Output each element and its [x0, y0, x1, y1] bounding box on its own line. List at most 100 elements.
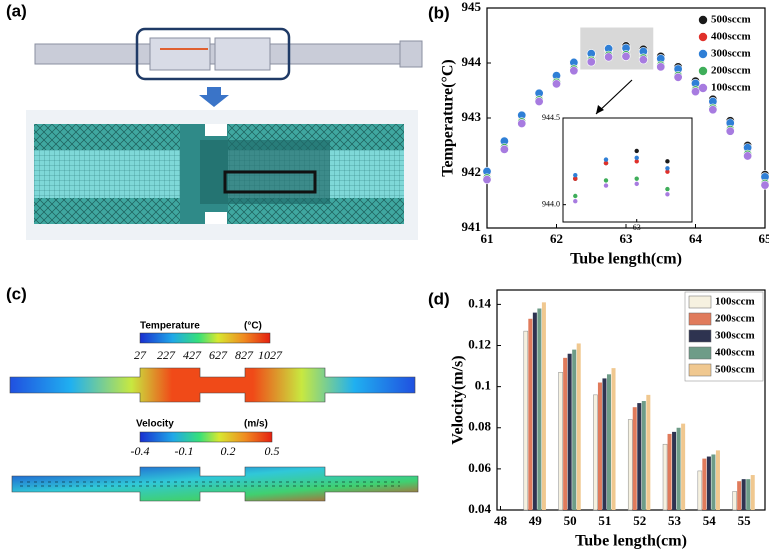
inset-point: [573, 173, 578, 178]
inset-point: [603, 178, 609, 183]
y-tick-label: 0.1: [475, 378, 491, 393]
inset-point: [634, 155, 639, 161]
y-axis-title: Velocity(m/s): [450, 355, 467, 444]
y-axis-title: Temperature(°C): [440, 59, 457, 176]
contour-images: [9, 332, 419, 502]
bar: [741, 479, 746, 510]
legend-marker: [698, 32, 708, 42]
colorbar-tick-label: 27: [134, 348, 147, 362]
inset-point: [665, 159, 670, 164]
bar: [697, 470, 703, 511]
point: [499, 144, 509, 154]
bar: [746, 479, 751, 510]
point: [760, 180, 769, 190]
x-tick-label: 50: [564, 513, 577, 528]
inset-point: [603, 183, 609, 188]
bar: [706, 456, 711, 510]
legend-marker: [698, 15, 708, 25]
legend-label: 100sccm: [715, 296, 755, 308]
bar: [532, 312, 537, 510]
y-tick-label: 941: [462, 219, 482, 234]
x-tick-label: 55: [738, 513, 752, 528]
inset-point: [665, 192, 670, 197]
legend-marker: [698, 66, 708, 76]
tube-model: [34, 27, 423, 107]
colorbar-title: Velocity: [136, 419, 174, 430]
bar: [611, 368, 616, 510]
bar: [667, 433, 672, 510]
inset-x-tick-label: 63: [633, 223, 641, 232]
point: [725, 126, 735, 136]
y-tick-label: 0.14: [468, 295, 491, 310]
bar: [750, 475, 755, 510]
bar: [528, 318, 533, 510]
inset-point: [573, 176, 578, 181]
x-tick-label: 52: [633, 513, 646, 528]
y-tick-label: 945: [462, 0, 482, 14]
inset-point: [573, 193, 578, 199]
bar: [715, 450, 720, 510]
point: [743, 151, 753, 161]
legend-swatch: [688, 329, 712, 343]
point: [534, 97, 544, 107]
bar: [606, 374, 612, 510]
bar: [563, 357, 568, 510]
legend-label: 200sccm: [715, 313, 755, 325]
x-tick-label: 48: [494, 513, 508, 528]
inset-point: [603, 160, 609, 166]
bar: [537, 308, 542, 510]
x-tick-label: 63: [620, 231, 634, 246]
bar: [558, 371, 563, 511]
legend-swatch: [688, 363, 712, 377]
legend-label: 500sccm: [715, 364, 755, 376]
x-axis-title: Tube length(cm): [575, 533, 687, 550]
colorbar-tick-label: 627: [209, 348, 228, 362]
bar: [567, 353, 572, 510]
bar: [711, 454, 716, 510]
bar: [597, 382, 602, 510]
point: [621, 51, 631, 61]
colorbar-tick-label: 1027: [258, 348, 283, 362]
y-tick-label: 0.04: [468, 501, 491, 516]
x-tick-label: 53: [668, 513, 682, 528]
legend-label: 500sccm: [711, 14, 751, 26]
inset-point: [634, 159, 639, 164]
colorbar-tick-label: 227: [157, 348, 176, 362]
bar: [523, 330, 529, 511]
bar: [646, 394, 651, 510]
x-tick-label: 64: [689, 231, 703, 246]
colorbar-tick-label: 827: [235, 348, 254, 362]
colorbar-tick-label: 0.5: [265, 444, 280, 458]
legend-label: 300sccm: [715, 330, 755, 342]
bar: [641, 401, 646, 510]
bar: [702, 458, 707, 510]
bar: [737, 481, 742, 510]
bar: [732, 491, 737, 511]
mesh-image: [26, 110, 418, 240]
bar: [676, 427, 681, 510]
panel-label: (a): [6, 1, 27, 20]
legend-swatch: [688, 346, 712, 360]
bar: [627, 419, 633, 511]
x-axis-title: Tube length(cm): [570, 251, 682, 268]
colorbar-tick-label: 0.2: [221, 444, 236, 458]
y-tick-label: 0.06: [468, 460, 491, 475]
inset-point: [634, 176, 639, 181]
inset-point: [665, 186, 670, 192]
point: [586, 57, 596, 67]
inset-point: [634, 148, 639, 154]
inset-point: [634, 181, 639, 187]
inset-point: [603, 157, 609, 162]
point: [638, 55, 648, 65]
bar: [572, 349, 577, 510]
legend-label: 400sccm: [715, 347, 755, 359]
x-tick-label: 54: [703, 513, 717, 528]
bar: [541, 302, 546, 510]
x-tick-label: 51: [598, 513, 611, 528]
y-tick-label: 0.12: [468, 336, 491, 351]
point: [517, 119, 527, 129]
point: [551, 79, 561, 89]
colorbar-unit: (m/s): [244, 419, 268, 430]
inset-frame: [562, 117, 693, 223]
